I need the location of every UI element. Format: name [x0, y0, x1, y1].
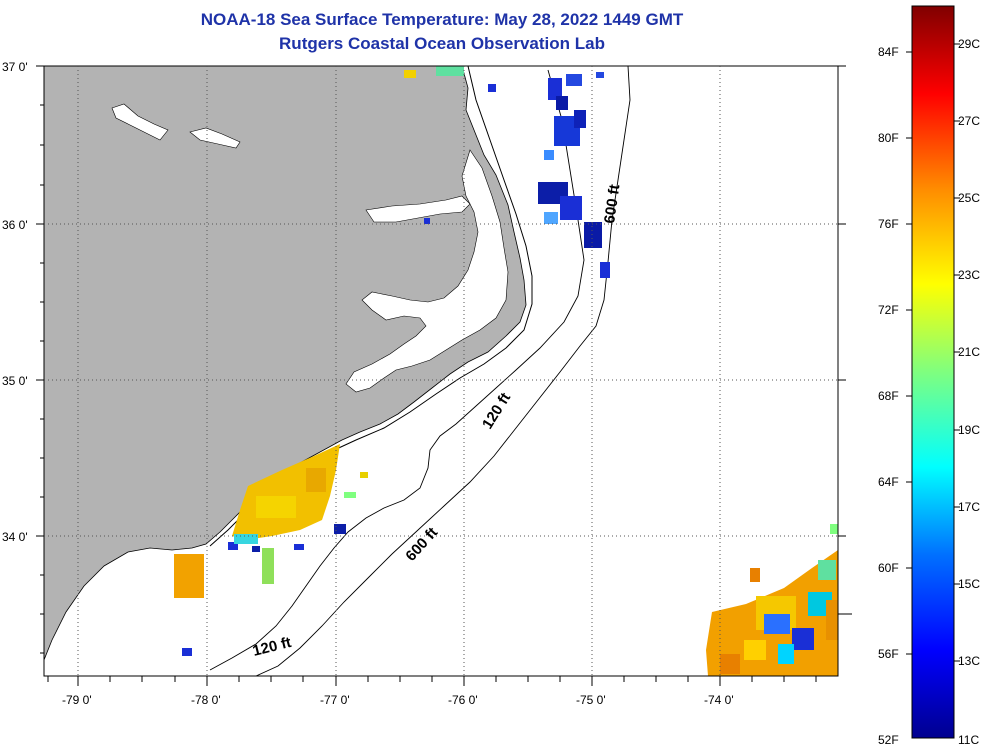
- map-subtitle: Rutgers Coastal Ocean Observation Lab: [279, 34, 605, 53]
- river-inlet: [189, 127, 241, 149]
- colorbar-label-f: 72F: [878, 303, 899, 317]
- plot-frame: [43, 65, 839, 677]
- colorbar-label-f: 64F: [878, 475, 899, 489]
- axis-ticks: [36, 65, 852, 686]
- colorbar-label-f: 56F: [878, 647, 899, 661]
- lat-label: 37 0': [2, 60, 28, 74]
- albemarle-sound: [365, 195, 471, 223]
- pamlico-sound: [345, 149, 509, 393]
- sst-patches-offshore: [706, 524, 838, 676]
- lon-label: -74 0': [704, 693, 734, 707]
- lon-label: -76 0': [448, 693, 478, 707]
- contour-label: 600 ft: [601, 183, 623, 224]
- lon-label: -75 0': [576, 693, 606, 707]
- sst-patches-cold: [182, 74, 610, 656]
- lat-label: 35 0': [2, 374, 28, 388]
- colorbar-label-c: 23C: [958, 268, 980, 282]
- lat-label: 34 0': [2, 530, 28, 544]
- colorbar-label-f: 60F: [878, 561, 899, 575]
- colorbar-label-f: 76F: [878, 217, 899, 231]
- contour-600ft: [255, 66, 631, 676]
- lat-label: 36 0': [2, 218, 28, 232]
- lon-label: -79 0': [62, 693, 92, 707]
- map-title: NOAA-18 Sea Surface Temperature: May 28,…: [200, 10, 684, 29]
- colorbar-label-c: 21C: [958, 345, 980, 359]
- river-inlet: [111, 103, 169, 141]
- contour-120ft: [209, 69, 585, 671]
- colorbar-label-c: 15C: [958, 577, 980, 591]
- colorbar-label-c: 19C: [958, 423, 980, 437]
- colorbar-label-f: 80F: [878, 131, 899, 145]
- colorbar: [911, 5, 955, 739]
- colorbar-label-c: 29C: [958, 37, 980, 51]
- colorbar-label-c: 17C: [958, 500, 980, 514]
- colorbar-label-c: 27C: [958, 114, 980, 128]
- colorbar-label-f: 52F: [878, 733, 899, 747]
- sst-patches-warm: [174, 66, 604, 598]
- colorbar-label-c: 25C: [958, 191, 980, 205]
- graticule: [44, 66, 838, 676]
- lon-label: -78 0': [191, 693, 221, 707]
- colorbar-label-f: 84F: [878, 45, 899, 59]
- lon-label: -77 0': [320, 693, 350, 707]
- colorbar-ticks: [906, 43, 960, 662]
- colorbar-label-c: 13C: [958, 654, 980, 668]
- colorbar-label-f: 68F: [878, 389, 899, 403]
- colorbar-label-c: 11C: [958, 733, 979, 747]
